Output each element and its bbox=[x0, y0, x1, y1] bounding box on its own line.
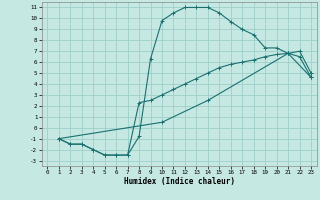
X-axis label: Humidex (Indice chaleur): Humidex (Indice chaleur) bbox=[124, 177, 235, 186]
